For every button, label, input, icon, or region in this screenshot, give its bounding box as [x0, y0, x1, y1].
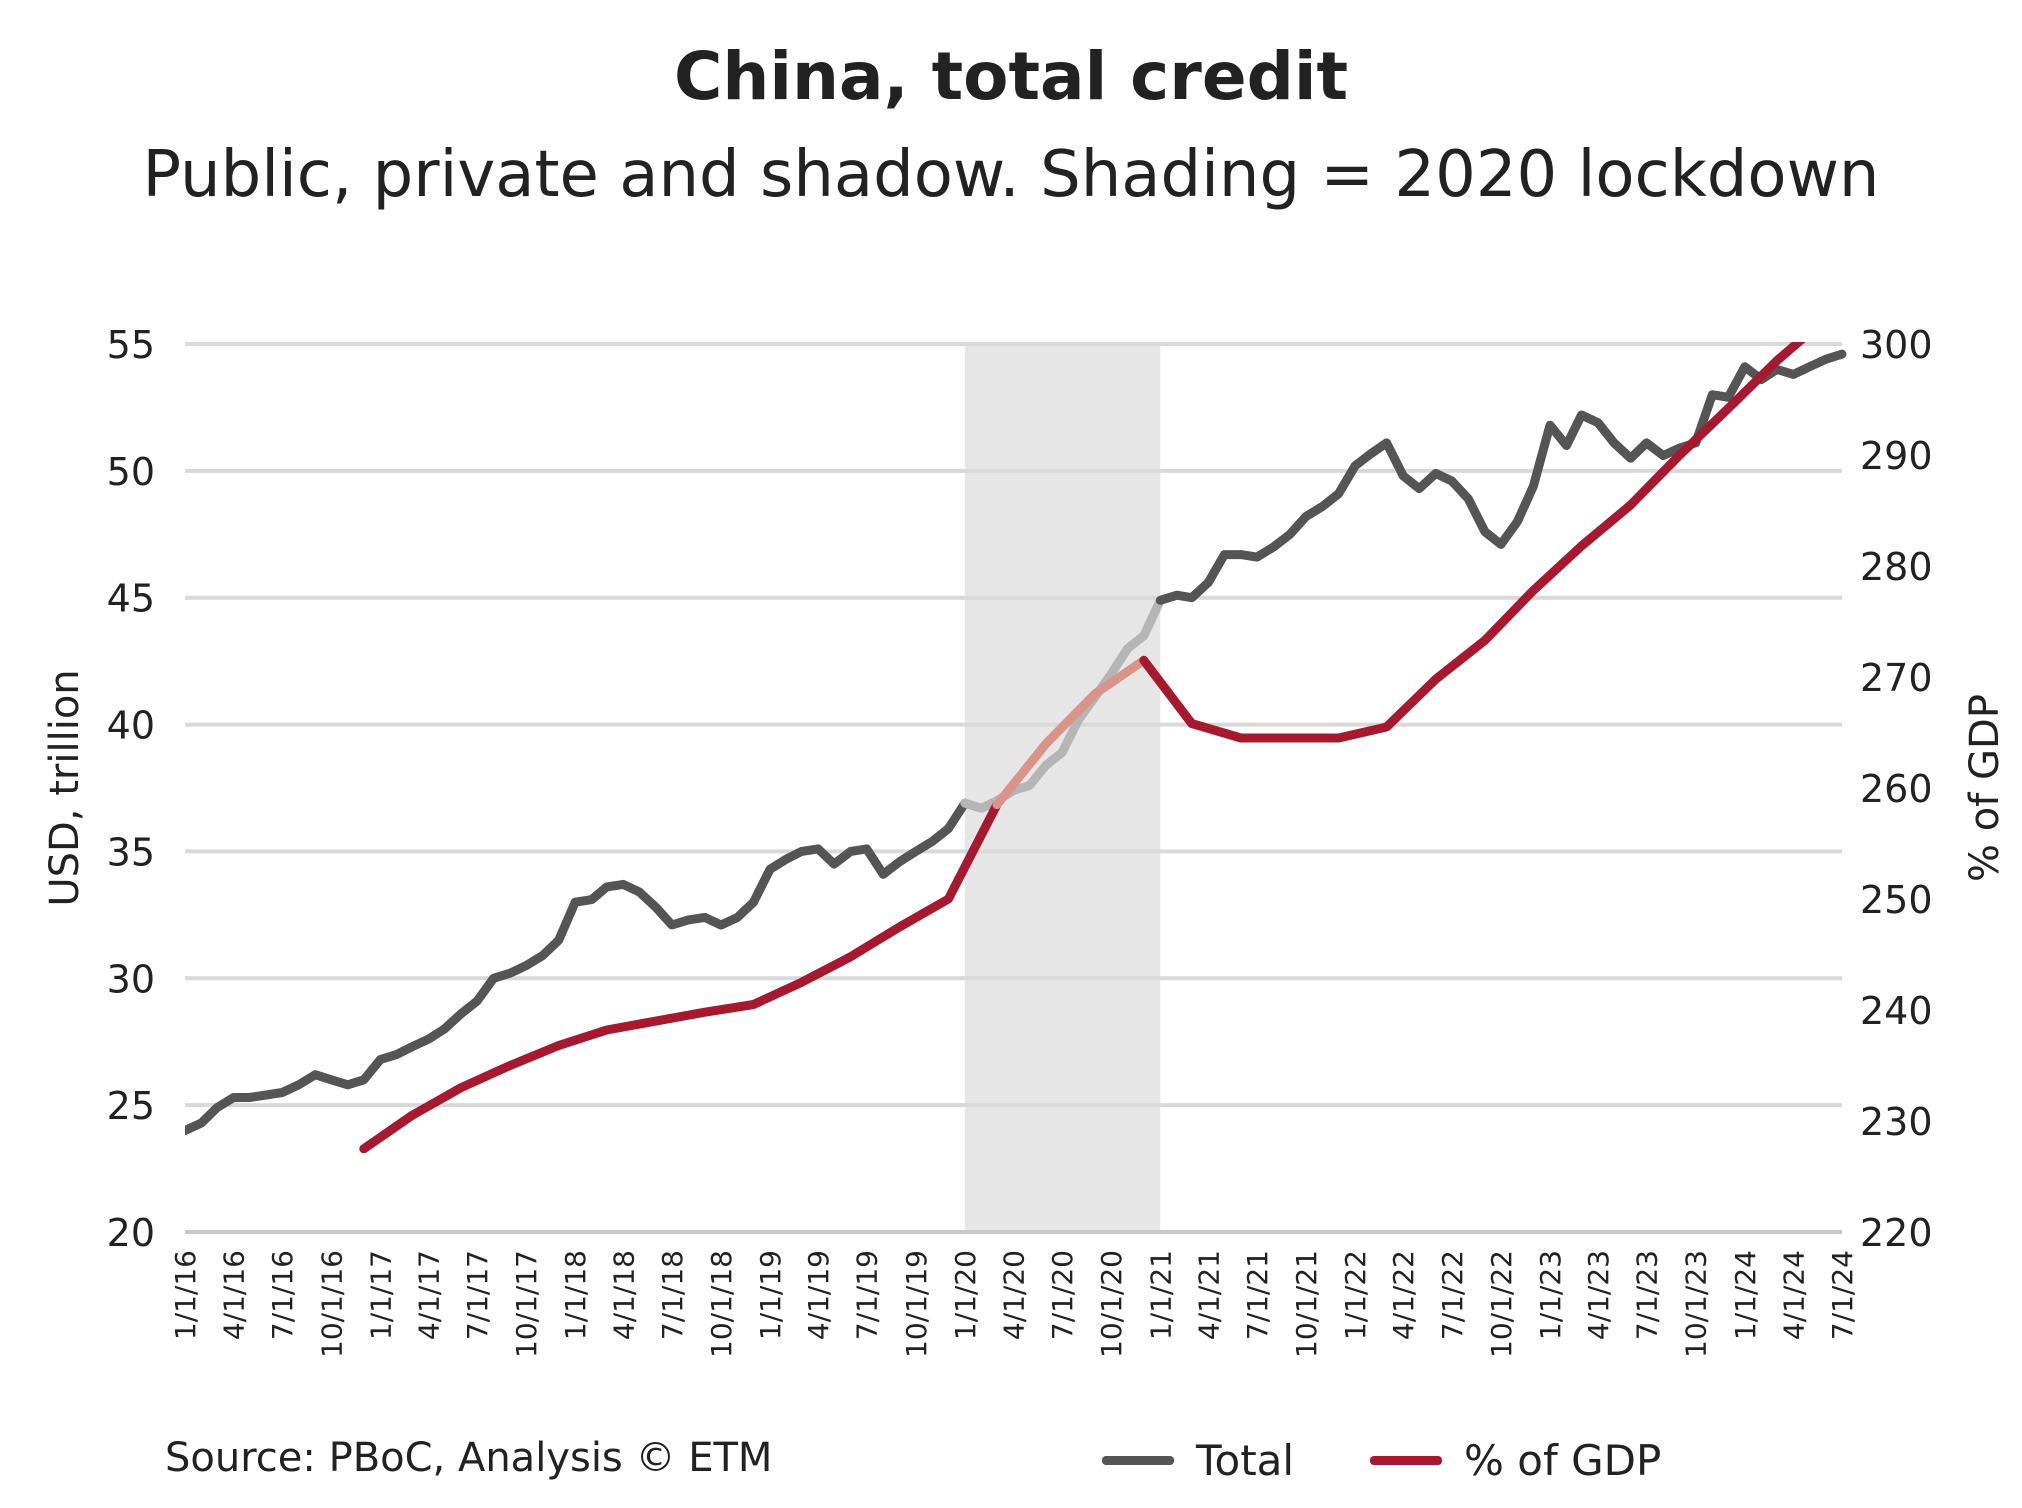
x-tick-label: 1/1/20 [949, 1250, 982, 1340]
series-line-total [1155, 349, 1847, 605]
y-tick-label: 20 [107, 1211, 155, 1255]
x-tick-label: 7/1/24 [1826, 1250, 1859, 1340]
y-tick-label: 35 [107, 830, 155, 874]
x-tick-label: 1/1/23 [1534, 1250, 1567, 1340]
legend-item-gdp: % of GDP [1370, 1430, 1661, 1490]
x-tick-label: 7/1/18 [656, 1250, 689, 1340]
x-tick-label: 10/1/22 [1485, 1250, 1518, 1358]
y2-tick-label: 240 [1860, 989, 1933, 1033]
x-tick-label: 4/1/23 [1582, 1250, 1615, 1340]
legend-label-gdp: % of GDP [1464, 1435, 1662, 1485]
y2-tick-label: 270 [1860, 656, 1933, 700]
x-tick-label: 1/1/18 [559, 1250, 592, 1340]
x-tick-label: 7/1/16 [266, 1250, 299, 1340]
x-tick-label: 7/1/17 [461, 1250, 494, 1340]
x-tick-label: 1/1/24 [1729, 1250, 1762, 1340]
y-tick-label: 45 [107, 577, 155, 621]
legend-label-total: Total [1196, 1435, 1295, 1485]
x-tick-label: 7/1/23 [1631, 1250, 1664, 1340]
y-tick-label: 25 [107, 1084, 155, 1128]
legend-swatch-total [1102, 1455, 1174, 1465]
y2-tick-label: 230 [1860, 1100, 1933, 1144]
x-tick-label: 4/1/24 [1777, 1250, 1810, 1340]
x-tick-label: 7/1/20 [1046, 1250, 1079, 1340]
legend-swatch-gdp [1370, 1455, 1442, 1465]
series-line-gdp [992, 655, 1149, 810]
x-tick-label: 10/1/20 [1095, 1250, 1128, 1358]
source-note: Source: PBoC, Analysis © ETM [165, 1435, 773, 1481]
x-tick-label: 10/1/19 [900, 1250, 933, 1358]
x-tick-label: 7/1/22 [1436, 1250, 1469, 1340]
y-tick-label: 40 [107, 704, 155, 748]
x-tick-label: 4/1/22 [1387, 1250, 1420, 1340]
chart-subtitle: Public, private and shadow. Shading = 20… [142, 138, 1880, 212]
x-tick-label: 7/1/19 [851, 1250, 884, 1340]
x-tick-label: 4/1/21 [1192, 1250, 1225, 1340]
x-tick-label: 1/1/16 [169, 1250, 202, 1340]
y2-tick-label: 260 [1860, 767, 1933, 811]
y2-tick-label: 280 [1860, 545, 1933, 589]
x-tick-label: 10/1/17 [510, 1250, 543, 1358]
y2-tick-label: 220 [1860, 1211, 1933, 1255]
x-tick-label: 4/1/20 [998, 1250, 1031, 1340]
x-tick-label: 10/1/21 [1290, 1250, 1323, 1358]
legend-item-total: Total [1102, 1430, 1294, 1490]
x-tick-label: 4/1/19 [802, 1250, 835, 1340]
y-tick-label: 55 [107, 323, 155, 367]
series-line-gdp [359, 800, 1002, 1154]
series-line-total [185, 798, 970, 1135]
y2-axis-title: % of GDP [1962, 694, 2008, 882]
x-tick-label: 1/1/22 [1339, 1250, 1372, 1340]
x-tick-label: 10/1/23 [1680, 1250, 1713, 1358]
x-tick-label: 10/1/18 [705, 1250, 738, 1358]
x-tick-label: 4/1/16 [218, 1250, 251, 1340]
lockdown-shading [964, 344, 1161, 1232]
y-tick-label: 50 [107, 450, 155, 494]
x-tick-label: 4/1/18 [607, 1250, 640, 1340]
chart-title: China, total credit [673, 38, 1349, 115]
x-tick-label: 1/1/17 [364, 1250, 397, 1340]
y-axis-title: USD, trillion [42, 669, 88, 906]
x-tick-label: 10/1/16 [315, 1250, 348, 1358]
x-tick-label: 1/1/21 [1144, 1250, 1177, 1340]
y2-tick-label: 290 [1860, 434, 1933, 478]
x-tick-label: 1/1/19 [754, 1250, 787, 1340]
x-tick-label: 7/1/21 [1241, 1250, 1274, 1340]
y-tick-label: 30 [107, 957, 155, 1001]
y2-tick-label: 250 [1860, 878, 1933, 922]
y2-tick-label: 300 [1860, 323, 1933, 367]
series-line-gdp [1139, 342, 1806, 743]
x-tick-label: 4/1/17 [412, 1250, 445, 1340]
